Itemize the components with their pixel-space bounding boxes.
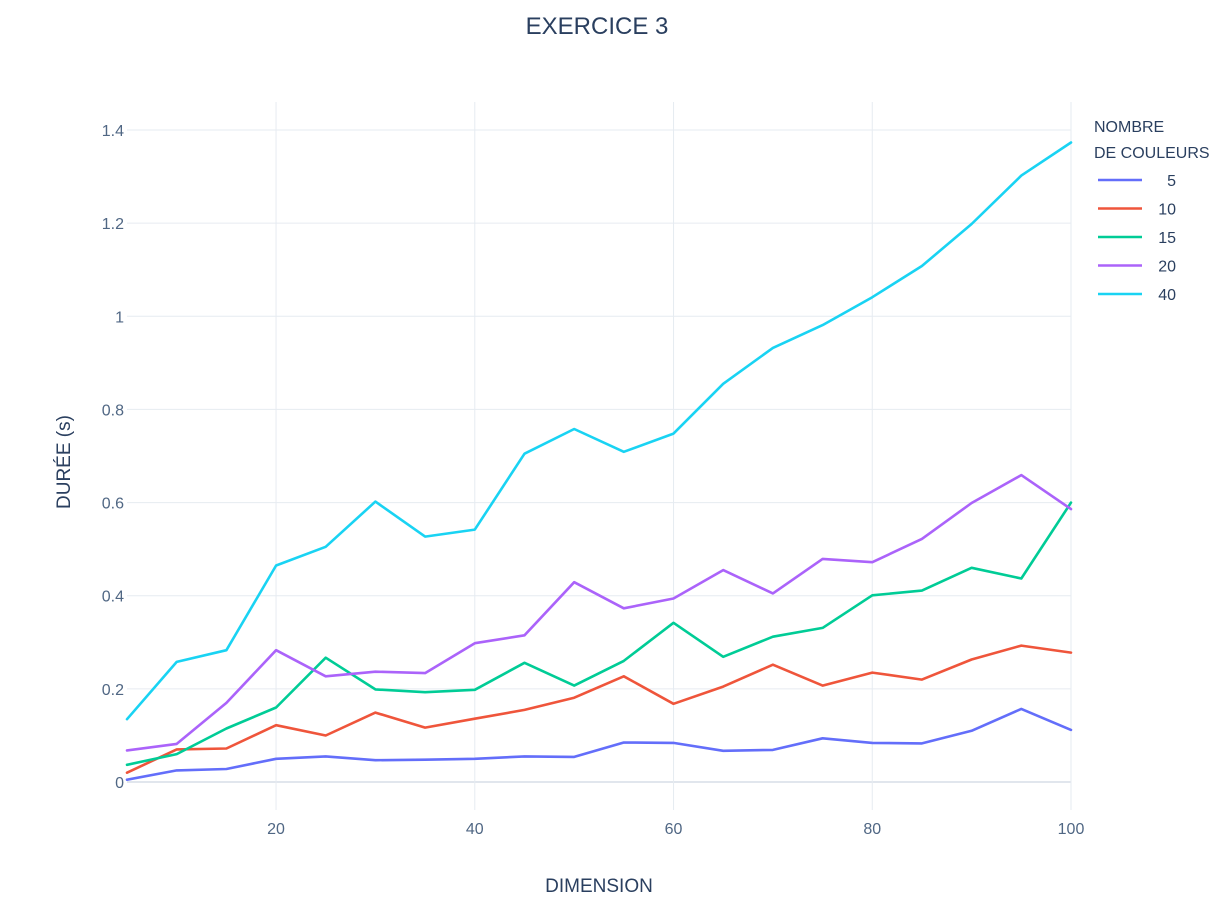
legend-label: 20 xyxy=(1158,259,1176,276)
legend[interactable]: NOMBRE DE COULEURS 5 10 15 20 40 xyxy=(1094,119,1210,304)
legend-item-40[interactable]: 40 xyxy=(1098,287,1176,304)
y-tick-label: 0.8 xyxy=(102,402,124,419)
legend-title-line-2: DE COULEURS xyxy=(1094,145,1210,162)
x-tick-label: 100 xyxy=(1058,821,1085,838)
y-tick-label: 0.2 xyxy=(102,682,124,699)
legend-title-line-1: NOMBRE xyxy=(1094,119,1164,136)
series-line-5 xyxy=(125,707,1073,782)
series-lines xyxy=(125,141,1073,782)
y-tick-label: 0.4 xyxy=(102,589,124,606)
legend-item-15[interactable]: 15 xyxy=(1098,230,1176,247)
y-tick-label: 0.6 xyxy=(102,496,124,513)
y-tick-label: 1 xyxy=(115,309,124,326)
series-line-15 xyxy=(125,501,1073,767)
tick-labels: 0 0.2 0.4 0.6 0.8 1 1.2 1.4 20 40 60 80 100 xyxy=(102,123,1085,838)
y-tick-label: 1.4 xyxy=(102,123,124,140)
y-axis-title: DURÉE (s) xyxy=(54,415,75,509)
x-tick-label: 20 xyxy=(267,821,285,838)
legend-label: 5 xyxy=(1167,173,1176,190)
x-tick-label: 80 xyxy=(863,821,881,838)
legend-label: 15 xyxy=(1158,230,1176,247)
x-tick-label: 40 xyxy=(466,821,484,838)
y-tick-label: 1.2 xyxy=(102,216,124,233)
grid-lines xyxy=(127,102,1072,810)
legend-item-5[interactable]: 5 xyxy=(1098,173,1176,190)
legend-label: 40 xyxy=(1158,287,1176,304)
x-tick-label: 60 xyxy=(665,821,683,838)
series-line-10 xyxy=(125,644,1073,775)
x-axis-title: DIMENSION xyxy=(545,876,653,897)
series-line-20 xyxy=(125,473,1073,752)
legend-item-10[interactable]: 10 xyxy=(1098,202,1176,219)
y-tick-label: 0 xyxy=(115,775,124,792)
series-line-40 xyxy=(125,141,1073,721)
chart-title: EXERCICE 3 xyxy=(526,13,669,40)
legend-item-20[interactable]: 20 xyxy=(1098,259,1176,276)
legend-label: 10 xyxy=(1158,202,1176,219)
